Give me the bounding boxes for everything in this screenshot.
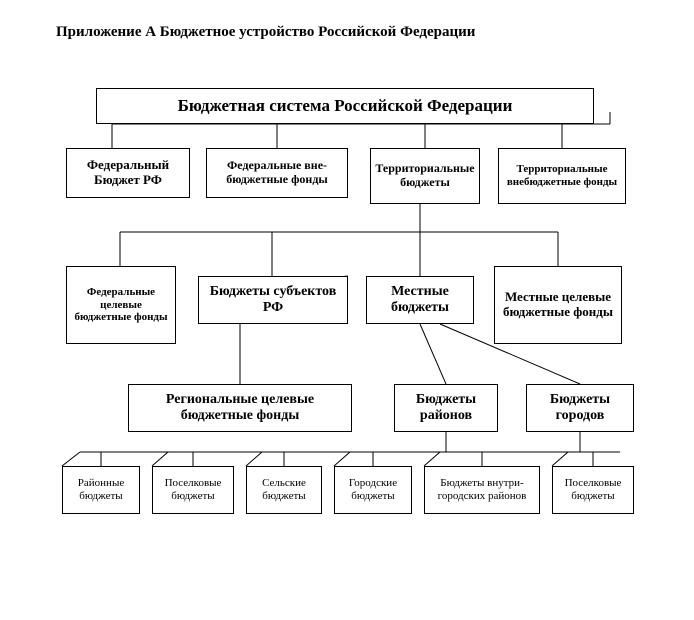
node-rayon-budgets: Районные бюджеты (62, 466, 140, 514)
node-rural-budgets: Сельские бюджеты (246, 466, 322, 514)
node-local-budgets: Местные бюджеты (366, 276, 474, 324)
node-settlement-budgets-2: Поселковые бюджеты (552, 466, 634, 514)
node-federal-budget: Федеральный Бюджет РФ (66, 148, 190, 198)
node-urban-budgets: Городские бюджеты (334, 466, 412, 514)
node-territorial-budgets: Территориа­льные бюджеты (370, 148, 480, 204)
node-intracity-district-budgets: Бюджеты внутри­городских районов (424, 466, 540, 514)
node-settlement-budgets-1: Поселковые бюджеты (152, 466, 234, 514)
node-territorial-offbudget-funds: Территориальные внебюджетные фонды (498, 148, 626, 204)
node-federal-target-funds: Федеральные целевые бюджетные фонды (66, 266, 176, 344)
diagram-stage: Приложение А Бюджетное устройство Россий… (0, 0, 694, 620)
node-local-target-funds: Местные целевые бюджетные фонды (494, 266, 622, 344)
node-city-budgets: Бюджеты городов (526, 384, 634, 432)
node-regional-target-funds: Региональные целевые бюджетные фонды (128, 384, 352, 432)
node-subject-budgets: Бюджеты субъектов РФ (198, 276, 348, 324)
node-root: Бюджетная система Российской Федерации (96, 88, 594, 124)
page-heading: Приложение А Бюджетное устройство Россий… (56, 24, 475, 41)
node-federal-offbudget-funds: Федеральные вне­бюджетные фонды (206, 148, 348, 198)
node-district-budgets: Бюджеты районов (394, 384, 498, 432)
